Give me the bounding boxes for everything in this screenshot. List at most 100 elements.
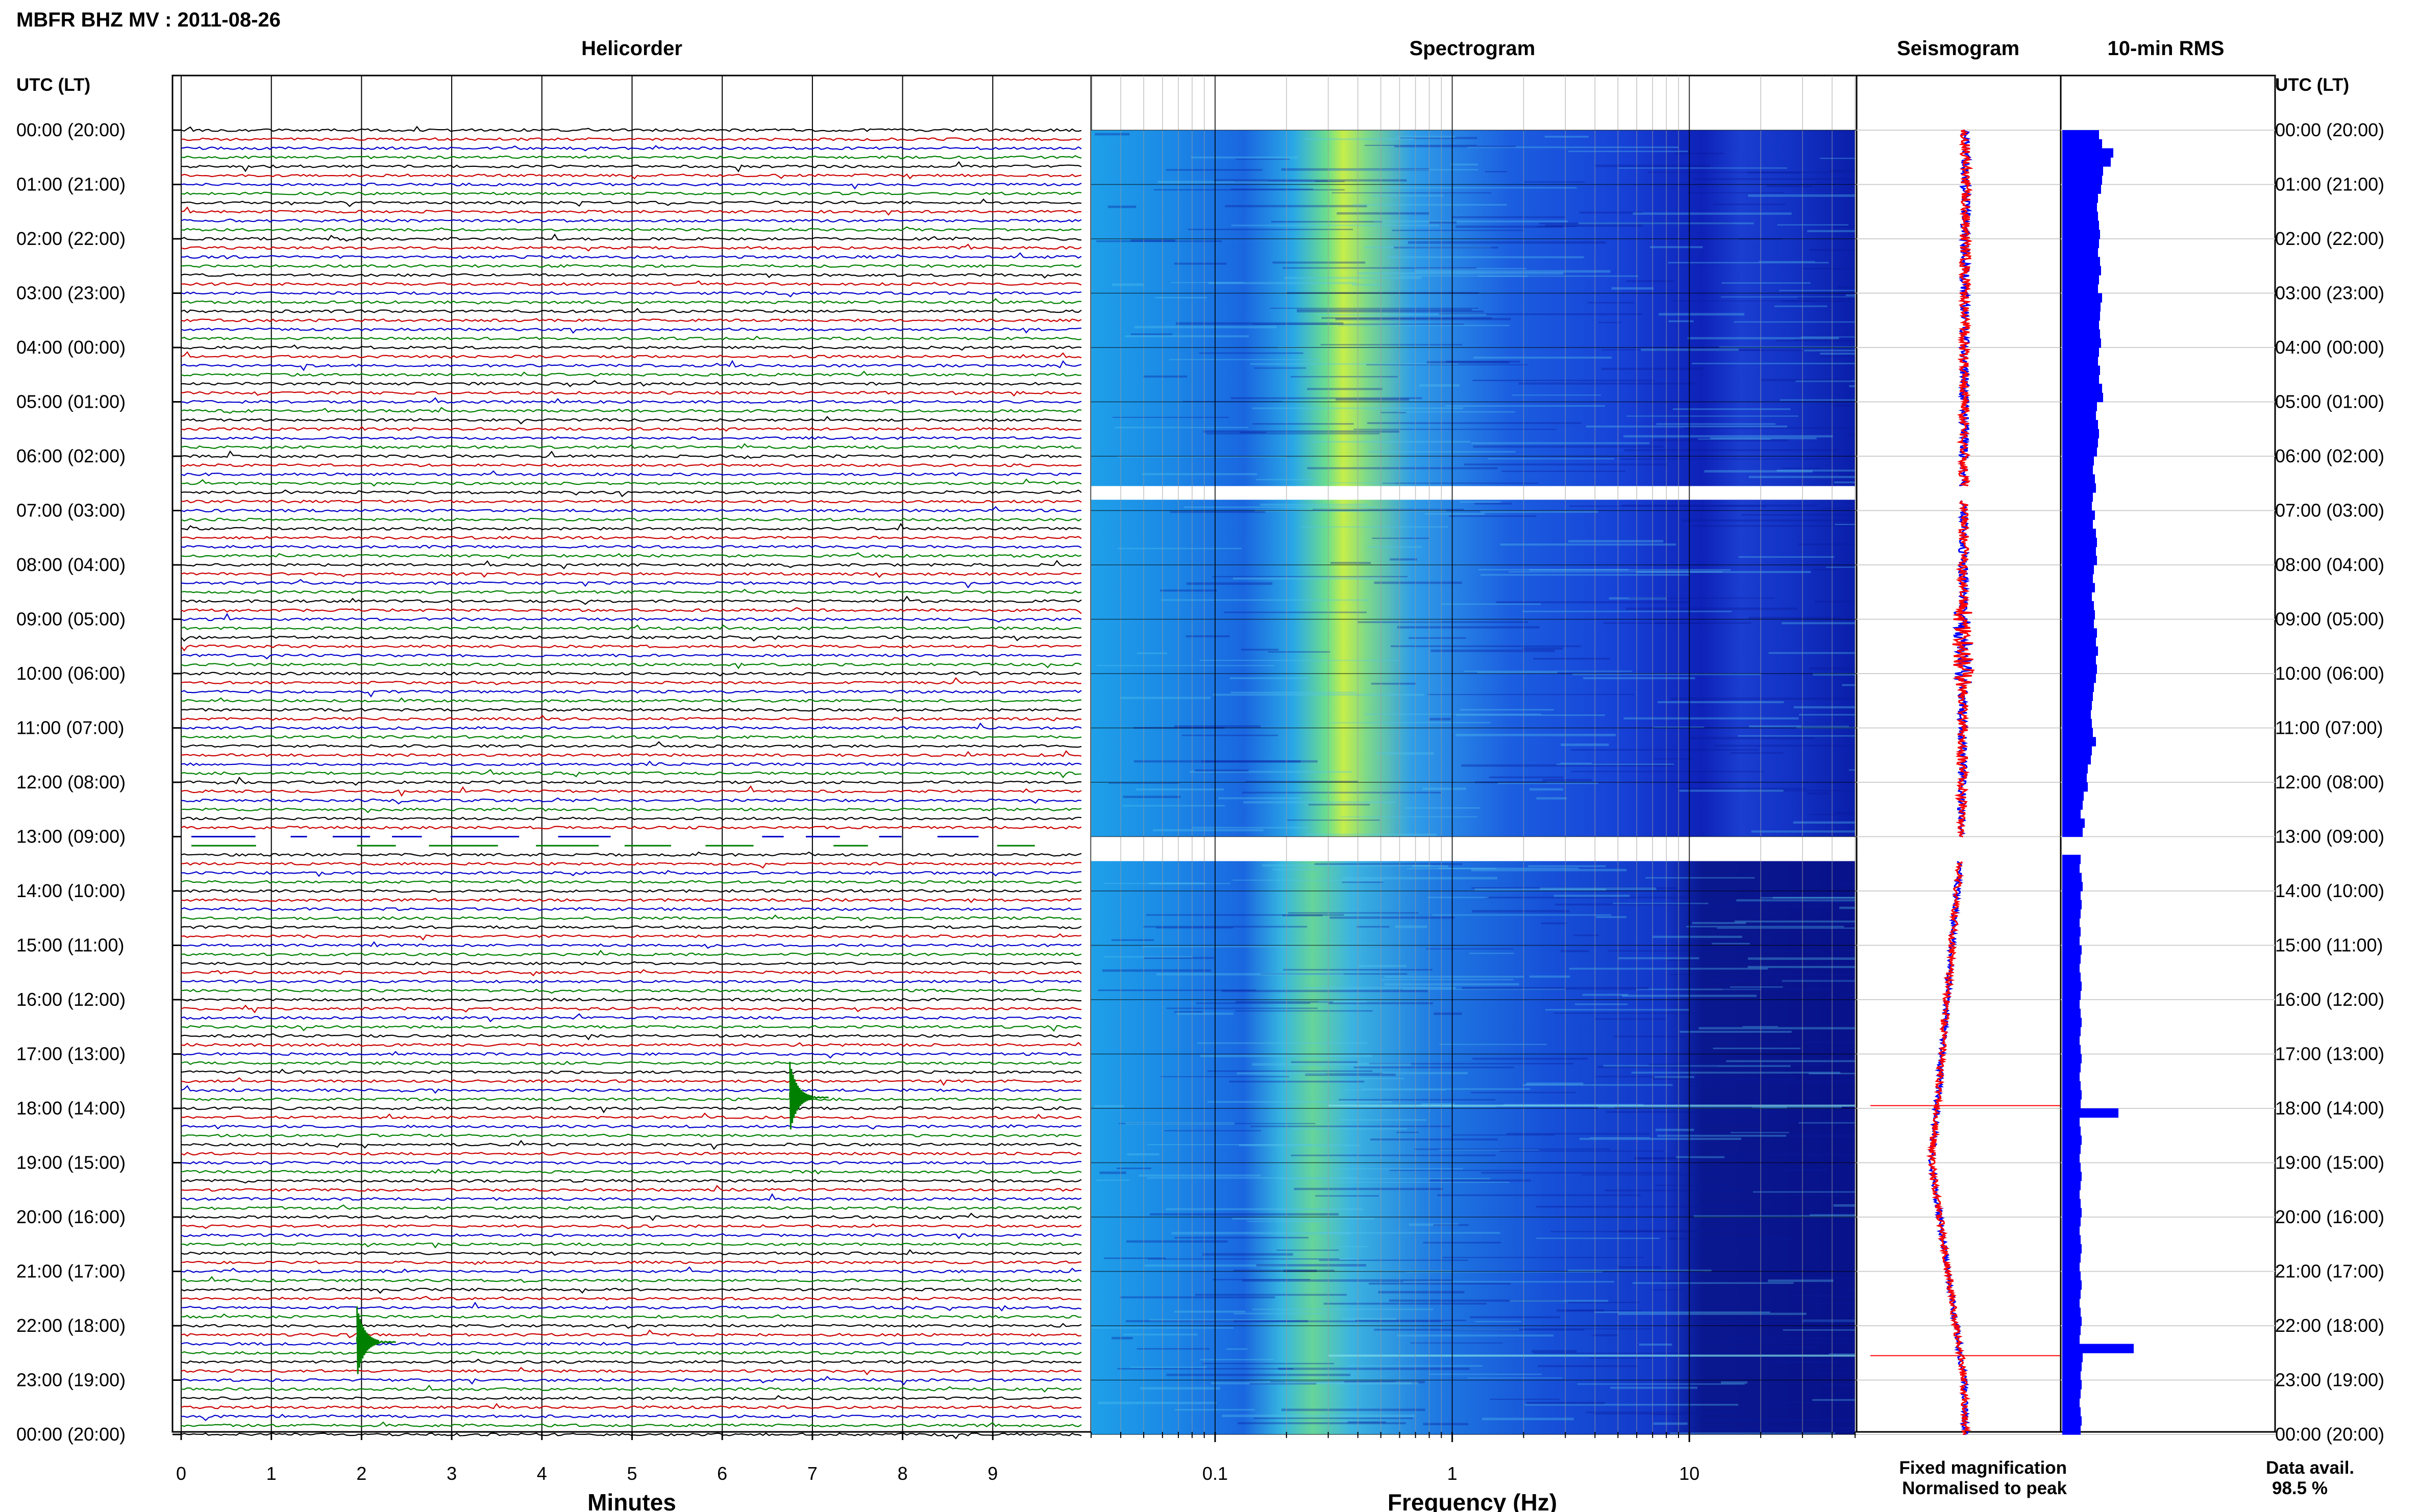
- spectrogram-streak: [1409, 637, 1466, 639]
- spectrogram-streak: [1834, 226, 1855, 228]
- spectrogram-streak: [1144, 957, 1214, 959]
- rms-bar: [2062, 945, 2082, 955]
- spectrogram-streak: [1649, 1063, 1823, 1066]
- spectrogram-streak: [1848, 769, 1855, 771]
- spectrogram-streak: [1837, 286, 1855, 289]
- spectrogram-streak: [1772, 897, 1855, 899]
- spectrogram-streak: [1195, 1294, 1347, 1296]
- spectrogram-streak: [1392, 230, 1524, 231]
- spectrogram-streak: [1553, 895, 1630, 897]
- spectrogram-streak: [1672, 408, 1791, 410]
- rms-bar: [2062, 1389, 2081, 1399]
- spectrogram-streak: [1784, 1169, 1828, 1172]
- spectrogram-streak: [1854, 1171, 1855, 1173]
- rms-bar: [2062, 1290, 2081, 1299]
- rms-bar: [2062, 247, 2098, 258]
- spectrogram-streak: [1669, 974, 1833, 975]
- spectrogram-streak: [1793, 706, 1855, 709]
- rms-bar: [2062, 1153, 2080, 1163]
- spectrogram-streak: [1307, 467, 1498, 469]
- rms-bar: [2062, 1208, 2082, 1218]
- helicorder-trace: [181, 252, 1082, 260]
- spectrogram-streak: [1662, 1280, 1726, 1282]
- spectrogram-streak: [1657, 1134, 1786, 1137]
- spectrogram-streak: [1467, 1377, 1563, 1379]
- rms-bar: [2062, 565, 2094, 575]
- spectrogram-streak: [1174, 1236, 1309, 1238]
- spectrogram-streak: [1704, 470, 1813, 473]
- spectrogram-streak: [1400, 137, 1477, 139]
- spectrogram-streak: [1412, 865, 1448, 867]
- helicorder-trace: [181, 662, 1082, 670]
- spectrogram-streak: [1539, 222, 1733, 225]
- spectrogram-streak: [1747, 965, 1855, 969]
- spectrogram-streak: [1139, 1174, 1261, 1177]
- spectrogram-streak: [1741, 514, 1855, 516]
- rms-bar: [2062, 392, 2103, 403]
- rms-bar: [2062, 927, 2081, 937]
- spectrogram-streak: [1565, 1310, 1643, 1311]
- spectrogram-streak: [1161, 599, 1368, 601]
- rms-bar: [2062, 384, 2102, 393]
- rms-bar: [2062, 239, 2099, 249]
- spectrogram-streak: [1847, 1288, 1855, 1292]
- rms-bar: [2062, 175, 2102, 185]
- helicorder-trace: [181, 644, 1082, 652]
- spectrogram-streak: [1397, 1334, 1554, 1337]
- rms-bar: [2062, 492, 2093, 502]
- spectrogram-streak: [1390, 558, 1417, 561]
- helicorder-trace: [181, 218, 1082, 224]
- minutes-axis-label: Minutes: [587, 1489, 676, 1512]
- spectrogram-streak: [1799, 1320, 1855, 1322]
- spectrogram-streak: [1587, 302, 1635, 304]
- spectrogram-streak: [1731, 1132, 1789, 1133]
- rms-bar: [2062, 963, 2080, 973]
- minutes-tick-label: 4: [537, 1463, 547, 1484]
- rms-bar: [2062, 583, 2095, 592]
- spectrogram-streak: [1730, 986, 1783, 988]
- time-tick-label-right: 15:00 (11:00): [2275, 935, 2383, 956]
- helicorder-trace: [181, 463, 1082, 467]
- rms-bar: [2062, 1362, 2082, 1372]
- spectrogram-streak: [1403, 1281, 1615, 1283]
- spectrogram-streak: [1112, 1336, 1133, 1340]
- time-tick-label-right: 20:00 (16:00): [2275, 1206, 2384, 1227]
- spectrogram-streak: [1387, 256, 1584, 258]
- helicorder-trace: [181, 290, 1082, 298]
- frequency-tick-label: 1: [1447, 1463, 1458, 1484]
- spectrogram-streak: [1691, 1085, 1732, 1087]
- spectrogram-streak: [1166, 169, 1263, 171]
- spectrogram-streak: [1156, 927, 1233, 929]
- spectrogram-streak: [1583, 677, 1695, 679]
- rms-bar: [2062, 266, 2101, 276]
- spectrogram-streak: [1655, 622, 1701, 624]
- spectrogram-streak: [1260, 503, 1368, 506]
- spectrogram-streak: [1571, 771, 1764, 773]
- time-tick-label-right: 19:00 (15:00): [2275, 1152, 2384, 1173]
- spectrogram-streak: [1579, 1137, 1741, 1140]
- helicorder-trace: [181, 351, 1082, 359]
- spectrogram-streak: [1126, 1320, 1308, 1323]
- spectrogram-streak: [1686, 926, 1844, 928]
- spectrogram-streak: [1098, 989, 1256, 992]
- minutes-axis: 0 1 2 3 4 5 6 7 8 9: [176, 1432, 998, 1484]
- time-tick-label-left: 01:00 (21:00): [16, 174, 126, 195]
- helicorder-trace: [181, 1358, 1082, 1364]
- helicorder-trace: [181, 714, 1082, 722]
- helicorder-trace: [181, 689, 1082, 698]
- rms-bar: [2062, 429, 2099, 439]
- rms-bar: [2062, 1145, 2081, 1154]
- spectrogram-streak: [1452, 1134, 1555, 1136]
- spectrogram-streak: [1429, 717, 1451, 721]
- spectrogram-streak: [1133, 760, 1318, 763]
- spectrogram-streak: [1752, 1191, 1855, 1193]
- frequency-axis-label: Frequency (Hz): [1388, 1489, 1557, 1512]
- spectrogram-streak: [1150, 1213, 1339, 1216]
- time-tick-label-right: 00:00 (20:00): [2275, 119, 2384, 140]
- helicorder-trace: [181, 861, 1081, 869]
- spectrogram-streak: [1472, 1057, 1588, 1060]
- spectrogram-streak: [1623, 717, 1799, 720]
- spectrogram-streak: [1668, 262, 1829, 264]
- time-tick-label-left: 03:00 (23:00): [16, 283, 126, 304]
- spectrogram-streak: [1801, 336, 1855, 338]
